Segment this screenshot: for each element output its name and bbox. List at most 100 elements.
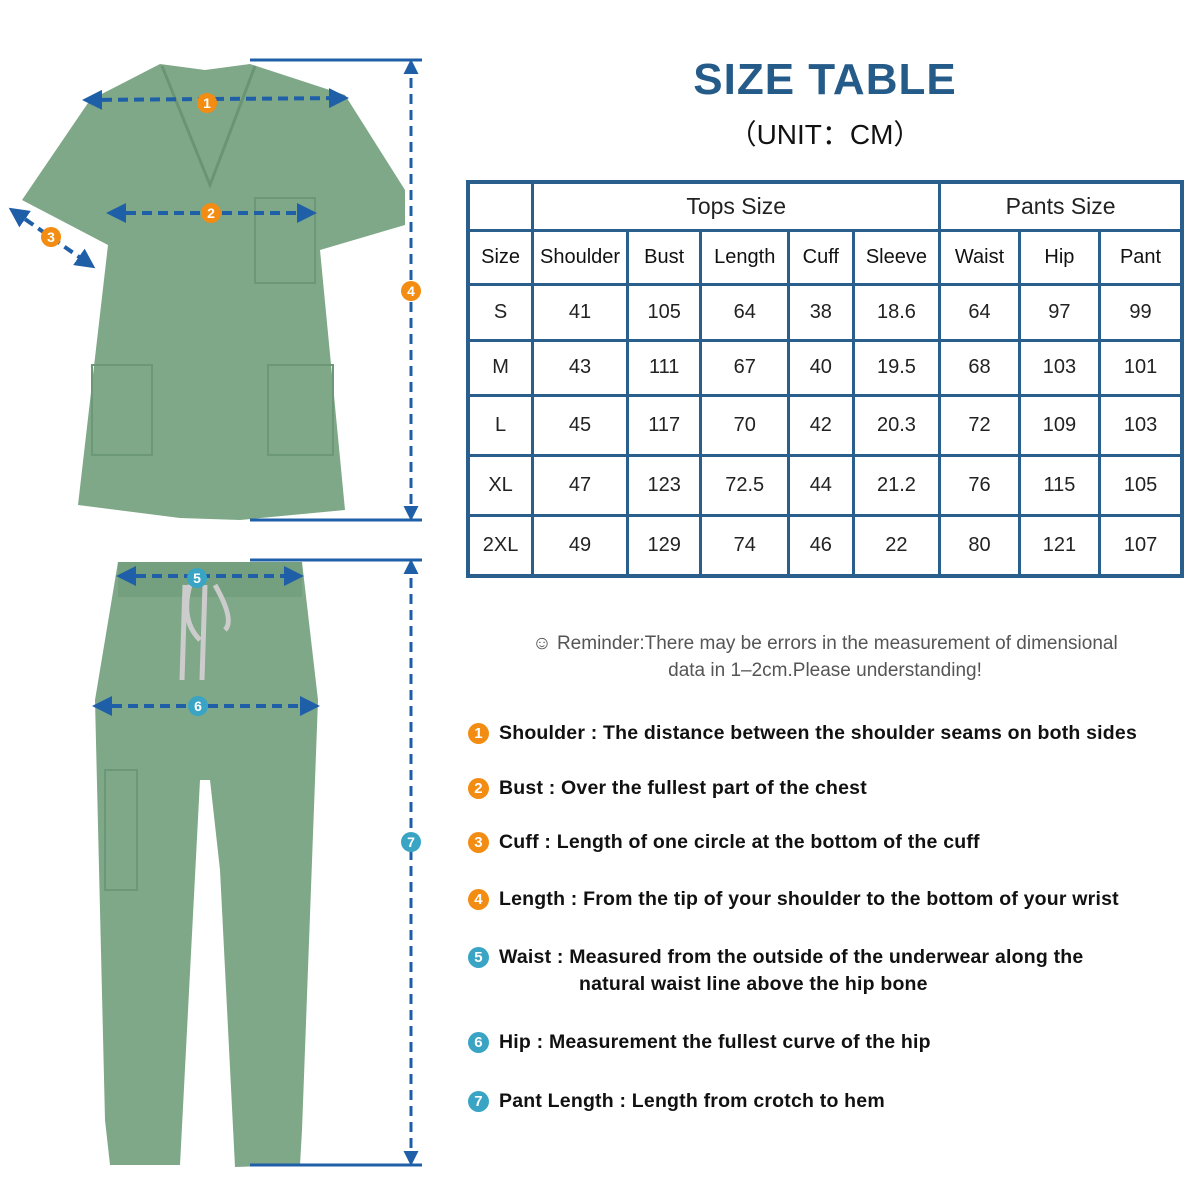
scrub-top (22, 64, 405, 520)
table-cell: 117 (625, 393, 703, 457)
marker-1: 1 (197, 93, 217, 113)
table-row: S 41 105 64 38 18.6 64 97 99 (466, 282, 1184, 342)
number-badge-icon: 7 (468, 1091, 489, 1112)
table-cell: 64 (699, 282, 791, 342)
column-header: Pant (1098, 228, 1184, 286)
reminder: ☺ Reminder:There may be errors in the me… (532, 633, 1118, 681)
table-cell: 68 (938, 338, 1021, 397)
marker-7: 7 (401, 832, 421, 852)
note-4: 4 Length : From the tip of your shoulder … (468, 888, 1119, 911)
table-cell: S (466, 282, 535, 342)
note-text: Shoulder : The distance between the shou… (499, 722, 1137, 744)
marker-2: 2 (201, 203, 221, 223)
table-cell: 121 (1017, 513, 1102, 578)
pants-size-header: Pants Size (938, 180, 1184, 232)
note-7: 7 Pant Length : Length from crotch to hem (468, 1090, 885, 1113)
table-row: XL 47 123 72.5 44 21.2 76 115 105 (466, 453, 1184, 517)
table-row: 2XL 49 129 74 46 22 80 121 107 (466, 513, 1184, 578)
table-cell: XL (466, 453, 535, 517)
table-row: L 45 117 70 42 20.3 72 109 103 (466, 393, 1184, 457)
table-cell: 70 (699, 393, 791, 457)
svg-text:6: 6 (194, 698, 202, 714)
table-cell: 76 (938, 453, 1021, 517)
column-header: Hip (1017, 228, 1102, 286)
table-cell: 105 (625, 282, 703, 342)
svg-text:5: 5 (193, 570, 201, 586)
note-5: 5 Waist : Measured from the outside of th… (468, 946, 1083, 996)
table-cell: 129 (625, 513, 703, 578)
note-text-continued: natural waist line above the hip bone (579, 973, 928, 995)
unit-label: （UNIT：CM） (728, 119, 922, 150)
column-header: Sleeve (851, 228, 942, 286)
table-cell: 2XL (466, 513, 535, 578)
number-badge-icon: 4 (468, 889, 489, 910)
number-badge-icon: 2 (468, 778, 489, 799)
table-cell: 111 (625, 338, 703, 397)
marker-3: 3 (41, 227, 61, 247)
table-cell: M (466, 338, 535, 397)
table-cell: 107 (1098, 513, 1184, 578)
table-cell: 67 (699, 338, 791, 397)
table-cell: 41 (531, 282, 629, 342)
table-cell: 115 (1017, 453, 1102, 517)
table-cell: 20.3 (851, 393, 942, 457)
svg-text:4: 4 (407, 283, 415, 299)
table-cell: 80 (938, 513, 1021, 578)
table-cell: 21.2 (851, 453, 942, 517)
table-cell: 38 (787, 282, 855, 342)
group-header-row: Tops Size Pants Size (466, 180, 1184, 232)
table-cell: 97 (1017, 282, 1102, 342)
svg-text:1: 1 (203, 95, 211, 111)
size-table: Tops Size Pants Size Size Shoulder Bust Len… (466, 180, 1184, 578)
svg-text:2: 2 (207, 205, 215, 221)
table-cell: 64 (938, 282, 1021, 342)
table-cell: 101 (1098, 338, 1184, 397)
table-row: M 43 111 67 40 19.5 68 103 101 (466, 338, 1184, 397)
marker-5: 5 (187, 568, 207, 588)
note-text: Waist : Measured from the outside of the… (499, 946, 1084, 968)
table-cell: 105 (1098, 453, 1184, 517)
table-cell: 103 (1017, 338, 1102, 397)
table-cell: 19.5 (851, 338, 942, 397)
note-6: 6 Hip : Measurement the fullest curve of … (468, 1031, 931, 1054)
note-text: Hip : Measurement the fullest curve of t… (499, 1031, 931, 1053)
table-cell: L (466, 393, 535, 457)
number-badge-icon: 3 (468, 832, 489, 853)
marker-6: 6 (188, 696, 208, 716)
column-header-row: Size Shoulder Bust Length Cuff Sleeve Waist Hip… (466, 228, 1184, 286)
column-header: Size (466, 228, 535, 286)
column-header: Shoulder (531, 228, 629, 286)
note-text: Pant Length : Length from crotch to hem (499, 1090, 885, 1112)
page-title: SIZE TABLE (693, 55, 957, 104)
number-badge-icon: 5 (468, 947, 489, 968)
note-text: Cuff : Length of one circle at the botto… (499, 831, 980, 853)
note-2: 2 Bust : Over the fullest part of the che… (468, 777, 867, 800)
table-cell: 40 (787, 338, 855, 397)
table-cell: 43 (531, 338, 629, 397)
table-cell: 46 (787, 513, 855, 578)
note-text: Length : From the tip of your shoulder t… (499, 888, 1119, 910)
column-header: Waist (938, 228, 1021, 286)
table-cell: 123 (625, 453, 703, 517)
number-badge-icon: 6 (468, 1032, 489, 1053)
column-header: Cuff (787, 228, 855, 286)
svg-text:7: 7 (407, 834, 415, 850)
column-header: Bust (625, 228, 703, 286)
garment-illustration: 1 2 3 4 5 6 7 (8, 58, 422, 1167)
table-cell: 72.5 (699, 453, 791, 517)
table-cell: 103 (1098, 393, 1184, 457)
column-header: Length (699, 228, 791, 286)
table-cell: 99 (1098, 282, 1184, 342)
table-cell: 72 (938, 393, 1021, 457)
smiley-icon: ☺ (532, 633, 552, 654)
tops-size-header: Tops Size (531, 180, 942, 232)
table-cell: 74 (699, 513, 791, 578)
table-cell: 45 (531, 393, 629, 457)
table-cell: 109 (1017, 393, 1102, 457)
table-cell: 47 (531, 453, 629, 517)
table-cell: 18.6 (851, 282, 942, 342)
svg-text:3: 3 (47, 229, 55, 245)
table-cell: 22 (851, 513, 942, 578)
scrub-pants (95, 562, 318, 1167)
table-cell: 49 (531, 513, 629, 578)
